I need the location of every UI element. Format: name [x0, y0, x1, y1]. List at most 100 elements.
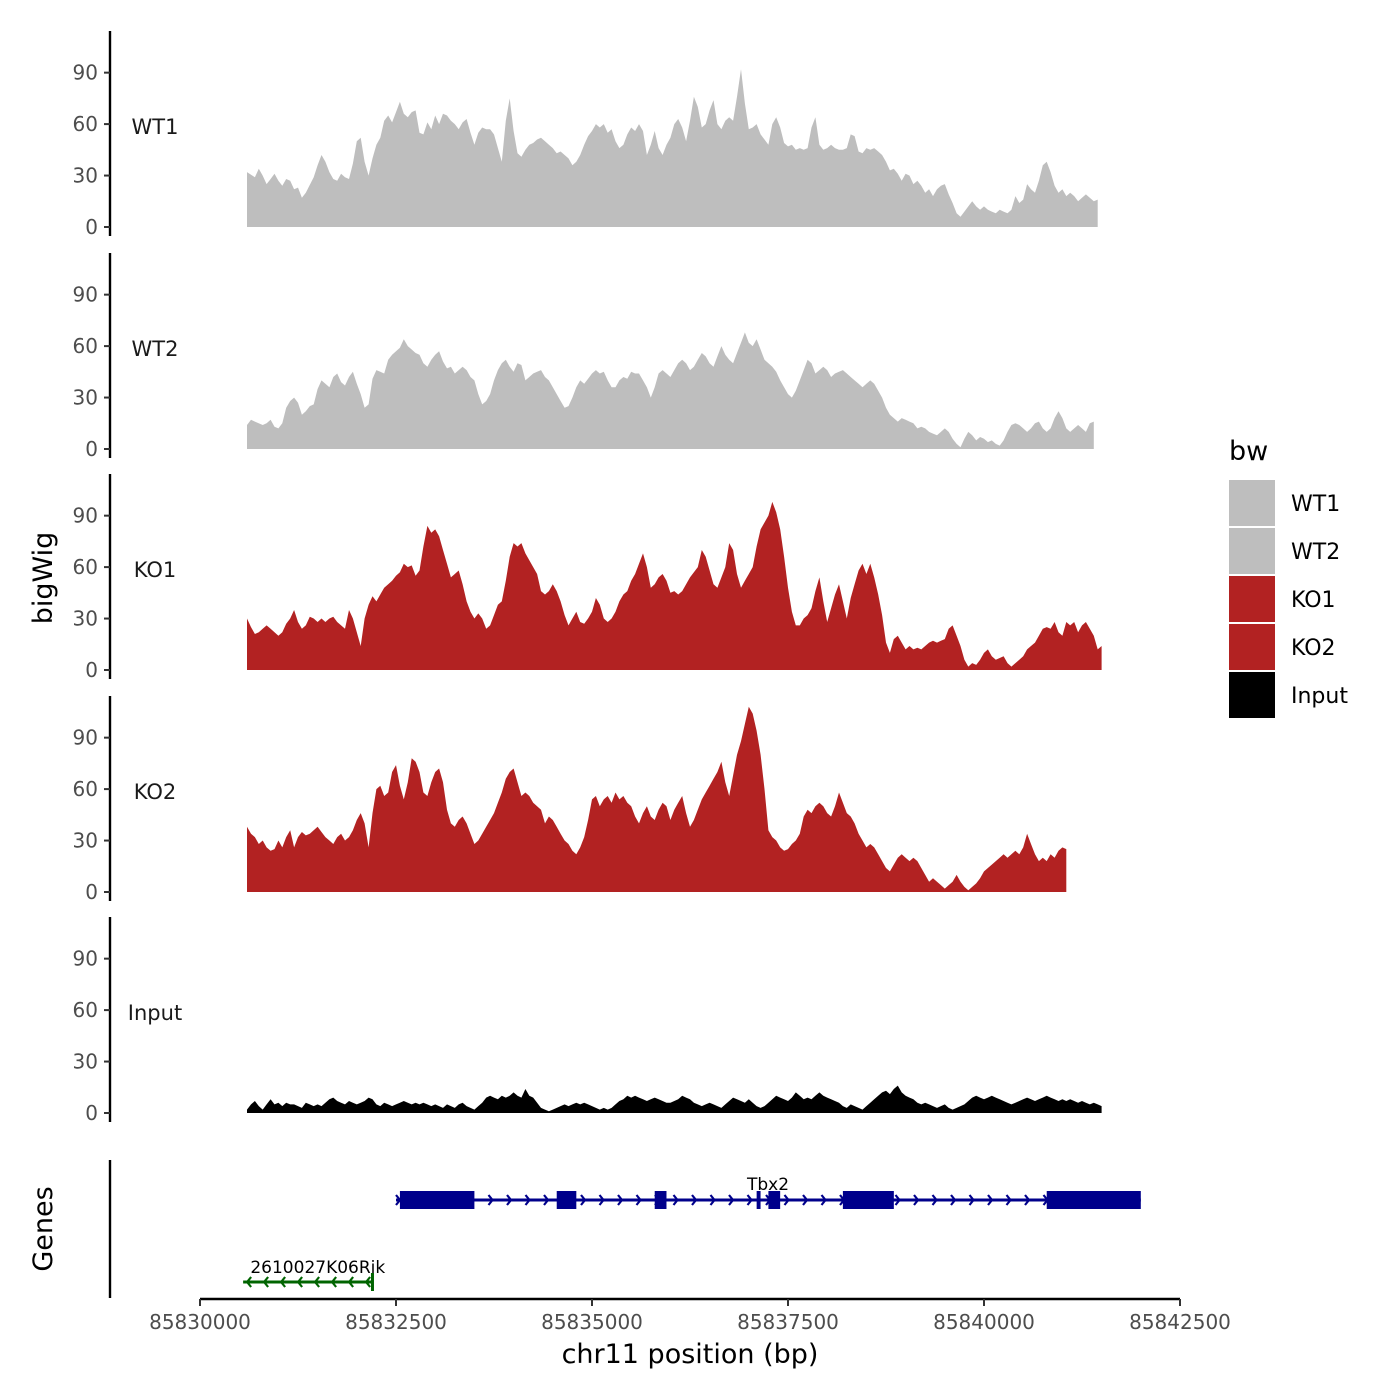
strand-arrow: [987, 1194, 994, 1206]
area-wt1: [247, 69, 1098, 227]
strand-arrow: [746, 1194, 753, 1206]
strand-arrow: [1024, 1194, 1031, 1206]
strand-arrow: [279, 1276, 286, 1288]
strand-arrow: [506, 1194, 513, 1206]
legend-key-ko1: [1229, 576, 1275, 622]
strand-arrow: [931, 1194, 938, 1206]
y-tick-label: 30: [73, 164, 98, 188]
strand-arrow: [691, 1194, 698, 1206]
y-tick-label: 90: [73, 283, 98, 307]
y-tick-label: 30: [73, 829, 98, 853]
gene-label: Tbx2: [746, 1175, 789, 1195]
exon: [654, 1191, 667, 1209]
x-tick-label: 85830000: [149, 1310, 251, 1334]
x-axis: 85830000 85832500 85835000 85837500 85840000…: [149, 1297, 1231, 1334]
exon: [756, 1191, 761, 1209]
strand-arrow: [709, 1194, 716, 1206]
strand-arrow: [802, 1194, 809, 1206]
exon: [556, 1191, 577, 1209]
area-ko2: [247, 706, 1067, 892]
track-ko1: 0 30 60 90 KO1: [73, 474, 1102, 682]
x-tick-label: 85837500: [737, 1310, 839, 1334]
strand-arrow: [313, 1276, 320, 1288]
x-tick-label: 85835000: [541, 1310, 643, 1334]
gene-2610027k06rik: 2610027K06Rik: [243, 1258, 385, 1291]
track-label-input: Input: [128, 1001, 182, 1025]
area-wt2: [247, 332, 1094, 449]
strand-arrow: [783, 1194, 790, 1206]
track-label-ko1: KO1: [134, 558, 177, 582]
strand-arrow: [262, 1276, 269, 1288]
area-input: [247, 1085, 1102, 1113]
legend-key-input: [1229, 672, 1275, 718]
strand-arrow: [820, 1194, 827, 1206]
gene-label: 2610027K06Rik: [250, 1258, 385, 1278]
y-tick-label: 60: [73, 555, 98, 579]
strand-arrow: [347, 1276, 354, 1288]
track-wt1: 0 30 60 90 WT1: [73, 31, 1098, 239]
y-tick-label: 0: [85, 658, 98, 682]
exon: [1046, 1191, 1141, 1209]
x-tick-label: 85840000: [933, 1310, 1035, 1334]
strand-arrow: [617, 1194, 624, 1206]
strand-arrow: [580, 1194, 587, 1206]
y-tick-label: 90: [73, 947, 98, 971]
y-tick-label: 30: [73, 607, 98, 631]
y-tick-label: 90: [73, 726, 98, 750]
track-label-wt1: WT1: [132, 115, 179, 139]
track-wt2: 0 30 60 90 WT2: [73, 253, 1094, 461]
strand-arrow: [330, 1276, 337, 1288]
strand-arrow: [1005, 1194, 1012, 1206]
legend-key-wt1: [1229, 480, 1275, 526]
signal-tracks: 0 30 60 90 WT1 0 30 60 90 WT2 0 30 60 90 KO1 0 30 60 90 KO2…: [73, 31, 1102, 1125]
x-axis-title: chr11 position (bp): [562, 1339, 819, 1370]
track-input: 0 30 60 90 Input: [73, 917, 1102, 1125]
legend-label-wt2: WT2: [1291, 540, 1340, 565]
exon: [399, 1191, 475, 1209]
track-label-ko2: KO2: [134, 780, 177, 804]
gene-tbx2: Tbx2: [395, 1175, 1141, 1209]
legend-label-wt1: WT1: [1291, 492, 1340, 517]
strand-arrow: [894, 1194, 901, 1206]
exon: [842, 1191, 894, 1209]
y-tick-label: 60: [73, 112, 98, 136]
legend-label-input: Input: [1291, 684, 1348, 709]
legend-key-ko2: [1229, 624, 1275, 670]
legend-title: bw: [1229, 436, 1268, 467]
x-tick-label: 85832500: [345, 1310, 447, 1334]
y-tick-label: 30: [73, 386, 98, 410]
strand-arrow: [728, 1194, 735, 1206]
strand-arrow: [913, 1194, 920, 1206]
legend: bw WT1 WT2 KO1 KO2 Input: [1229, 436, 1348, 718]
y-tick-label: 90: [73, 504, 98, 528]
y-axis-title: bigWig: [28, 532, 59, 625]
y-tick-label: 30: [73, 1050, 98, 1074]
y-tick-label: 0: [85, 1101, 98, 1125]
strand-arrow: [543, 1194, 550, 1206]
area-ko1: [247, 501, 1102, 670]
y-tick-label: 90: [73, 61, 98, 85]
strand-arrow: [524, 1194, 531, 1206]
strand-arrow: [598, 1194, 605, 1206]
strand-arrow: [950, 1194, 957, 1206]
y-tick-label: 60: [73, 334, 98, 358]
y-tick-label: 60: [73, 777, 98, 801]
strand-arrow: [672, 1194, 679, 1206]
x-tick-label: 85842500: [1129, 1310, 1231, 1334]
strand-arrow: [364, 1276, 371, 1288]
y-tick-label: 0: [85, 215, 98, 239]
strand-arrow: [245, 1276, 252, 1288]
exon: [768, 1191, 781, 1209]
gene-track: Tbx2 2610027K06Rik: [108, 1160, 1141, 1298]
legend-label-ko2: KO2: [1291, 636, 1336, 661]
strand-arrow: [635, 1194, 642, 1206]
track-ko2: 0 30 60 90 KO2: [73, 696, 1067, 904]
legend-label-ko1: KO1: [1291, 588, 1336, 613]
legend-key-wt2: [1229, 528, 1275, 574]
strand-arrow: [968, 1194, 975, 1206]
strand-arrow: [487, 1194, 494, 1206]
y-tick-label: 0: [85, 880, 98, 904]
y-tick-label: 0: [85, 437, 98, 461]
y-tick-label: 60: [73, 998, 98, 1022]
